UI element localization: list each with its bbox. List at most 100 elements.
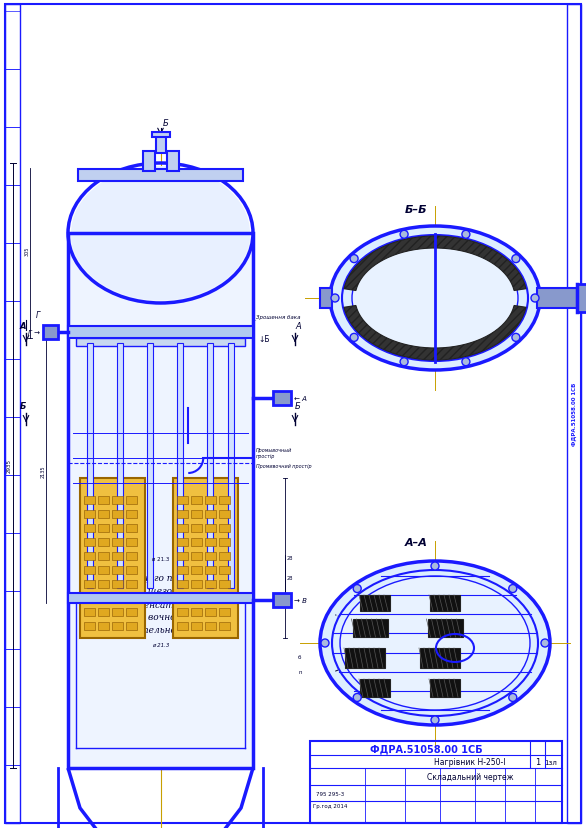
Text: А-вход грею щего пара;: А-вход грею щего пара; [80,573,193,582]
Bar [191,595,202,602]
Text: А: А [20,321,26,330]
Bar [205,580,216,588]
Text: ФДРА.51058.00 1СБ: ФДРА.51058.00 1СБ [571,382,577,445]
Bar [98,524,109,532]
Bar [205,623,216,630]
Text: Зрошення бака: Зрошення бака [256,315,301,320]
Bar [219,580,230,588]
Text: ø 21.3: ø 21.3 [152,643,169,647]
Bar [112,497,123,504]
Text: ↓Б: ↓Б [258,334,270,343]
Bar [126,566,137,575]
Bar [5,649,20,707]
Text: n: n [298,669,302,674]
Circle shape [350,334,358,342]
Bar [273,392,291,406]
Bar [191,538,202,546]
Bar [5,12,20,70]
Text: ← А: ← А [294,396,307,402]
Text: 795 295-3: 795 295-3 [316,792,344,797]
Polygon shape [344,306,526,360]
Bar [5,128,20,185]
Bar [5,185,20,243]
Bar [112,524,123,532]
Bar [126,595,137,602]
Bar [43,325,58,339]
Bar [112,595,123,602]
Text: Гр.год 2014: Гр.год 2014 [313,803,347,808]
Text: Нагрiвник Н-250-I: Нагрiвник Н-250-I [434,758,506,767]
Bar [84,552,95,561]
Bar [84,609,95,616]
Bar [430,679,460,697]
Ellipse shape [330,227,540,371]
Bar [84,580,95,588]
Bar [112,566,123,575]
Text: В-выход конденсата;: В-выход конденсата; [80,599,182,609]
Bar [177,623,188,630]
Bar [5,591,20,649]
Bar [360,595,390,611]
Bar [98,510,109,518]
Bar [430,595,460,611]
Bar [98,566,109,575]
Text: Промивочний простір: Промивочний простір [256,464,312,469]
Bar [126,510,137,518]
Circle shape [541,639,549,647]
Polygon shape [344,237,526,291]
Bar [98,623,109,630]
Bar [273,594,291,607]
Text: Г-вход промы вочной воды;: Г-вход промы вочной воды; [80,612,211,621]
Bar [98,580,109,588]
Circle shape [509,585,517,593]
Bar [177,580,188,588]
Bar [428,619,462,638]
Bar [70,235,251,767]
Text: А–А: А–А [405,537,428,547]
Bar [177,510,188,518]
Text: 2В: 2В [287,575,294,580]
Bar [310,741,562,823]
Bar [191,609,202,616]
Ellipse shape [320,561,550,725]
Bar [84,524,95,532]
Bar [5,359,20,417]
Bar [177,538,188,546]
Circle shape [462,231,470,239]
Bar [205,552,216,561]
Bar [191,510,202,518]
Bar [126,497,137,504]
Circle shape [462,359,470,366]
Bar [205,566,216,575]
Circle shape [512,334,520,342]
Bar [98,595,109,602]
Bar [177,497,188,504]
Bar [191,580,202,588]
Bar [207,344,213,588]
Bar [219,524,230,532]
Bar [126,538,137,546]
Bar [191,524,202,532]
Circle shape [321,639,329,647]
Circle shape [350,255,358,263]
Bar [5,475,20,533]
Bar [191,566,202,575]
Bar [112,510,123,518]
Bar [420,648,460,668]
Bar [5,5,20,823]
Text: Б: Б [163,119,168,128]
Text: 2935: 2935 [6,459,12,473]
Bar [84,497,95,504]
Ellipse shape [340,576,530,710]
Bar [98,538,109,546]
Bar [5,243,20,301]
Circle shape [331,295,339,303]
Bar [68,594,253,604]
Circle shape [431,716,439,724]
Bar [76,339,245,347]
Bar [147,344,153,588]
Bar [205,524,216,532]
Text: 1: 1 [536,758,541,767]
Bar [112,623,123,630]
Bar [177,595,188,602]
